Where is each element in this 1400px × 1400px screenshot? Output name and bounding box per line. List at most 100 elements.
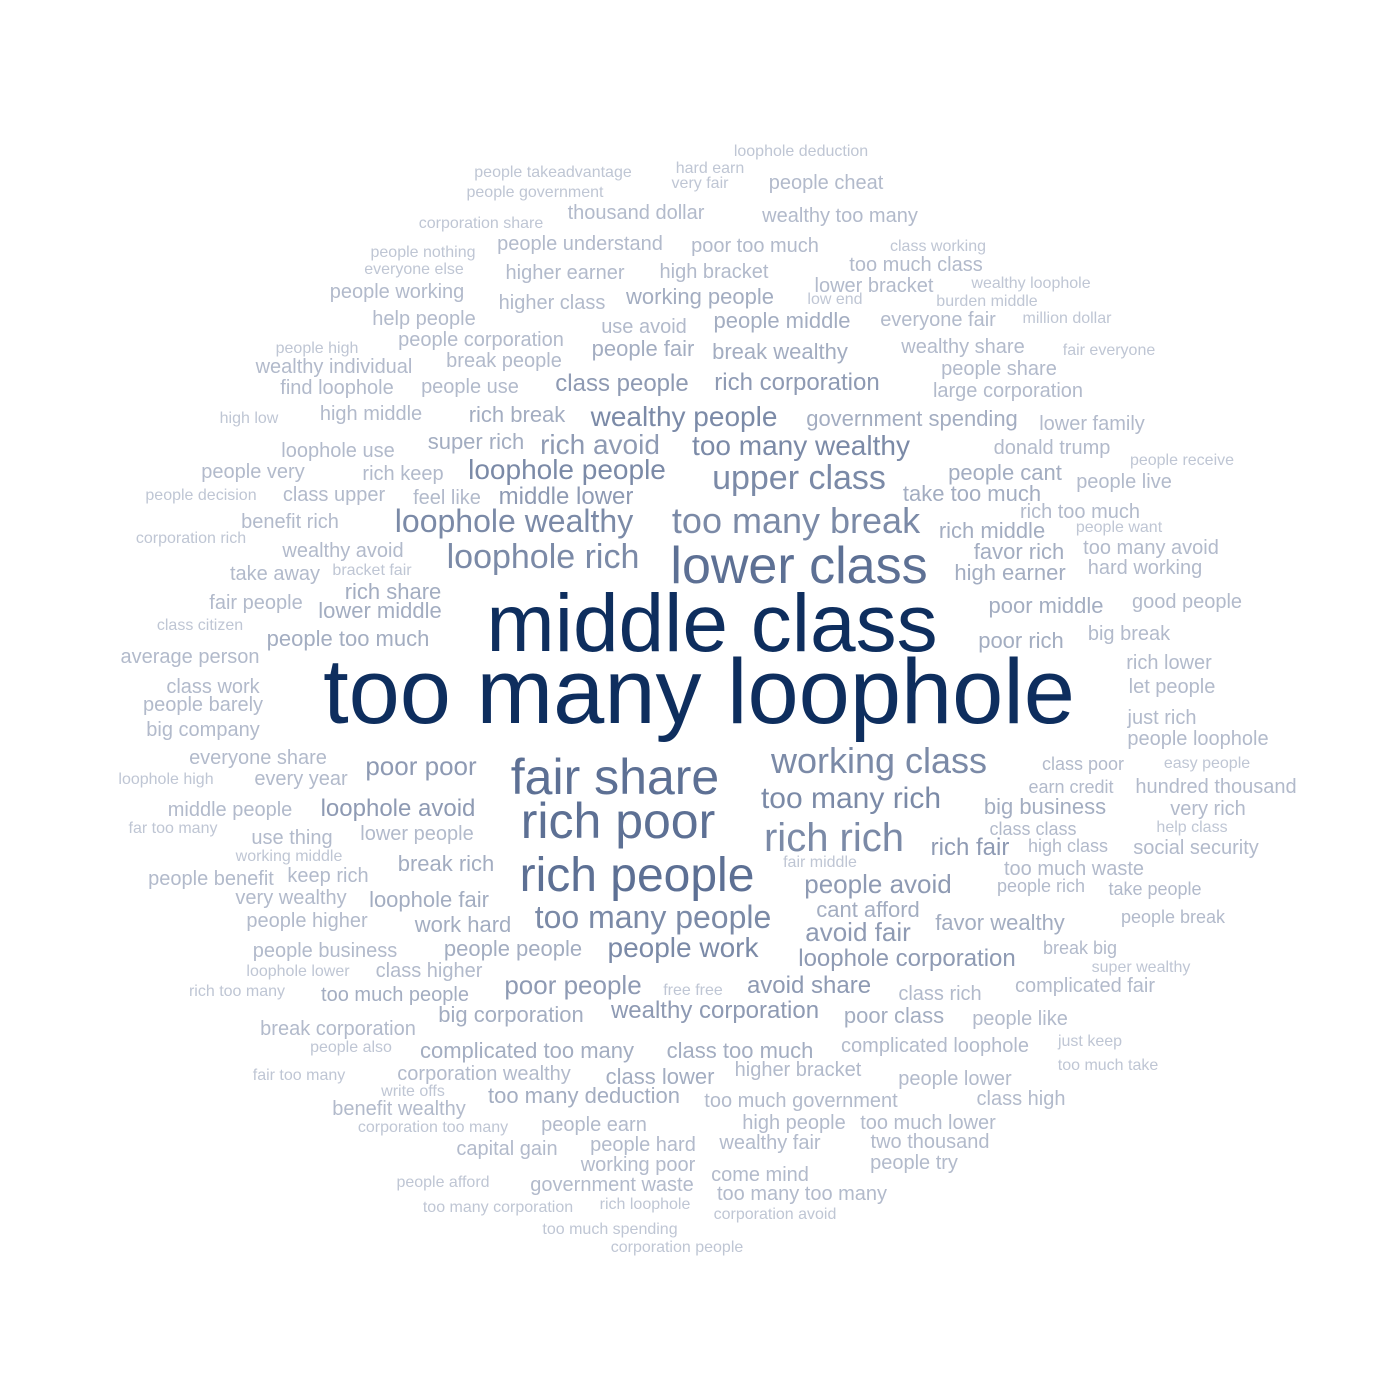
word-too-much-lower: too much lower bbox=[860, 1112, 996, 1134]
word-everyone-else: everyone else bbox=[364, 261, 464, 278]
word-big-break: big break bbox=[1087, 623, 1171, 645]
word-too-much-government: too much government bbox=[704, 1090, 898, 1112]
word-working-middle: working middle bbox=[235, 848, 343, 865]
word-class-higher: class higher bbox=[375, 960, 483, 982]
word-high-low: high low bbox=[219, 410, 279, 427]
word-average-person: average person bbox=[120, 646, 260, 668]
word-rich-people: rich people bbox=[519, 849, 755, 902]
word-fair-too-many: fair too many bbox=[252, 1067, 346, 1084]
word-favor-wealthy: favor wealthy bbox=[935, 910, 1065, 935]
word-class-poor: class poor bbox=[1041, 754, 1125, 774]
word-people-receive: people receive bbox=[1129, 452, 1235, 469]
word-class-lower: class lower bbox=[605, 1064, 715, 1089]
word-middle-class: middle class bbox=[486, 578, 938, 669]
word-big-corporation: big corporation bbox=[438, 1002, 584, 1027]
word-people-like: people like bbox=[972, 1008, 1068, 1030]
word-corporation-wealthy: corporation wealthy bbox=[397, 1063, 571, 1085]
word-poor-class: poor class bbox=[843, 1003, 945, 1028]
word-people-people: people people bbox=[443, 936, 583, 961]
word-people-share: people share bbox=[941, 358, 1057, 380]
word-too-much-take: too much take bbox=[1057, 1057, 1159, 1074]
word-loophole-rich: loophole rich bbox=[446, 538, 640, 576]
word-wealthy-loophole: wealthy loophole bbox=[971, 275, 1091, 292]
word-too-many-too-many: too many too many bbox=[716, 1183, 888, 1205]
word-corporation-too-many: corporation too many bbox=[357, 1119, 509, 1136]
word-fair-share: fair share bbox=[510, 749, 720, 805]
word-complicated-fair: complicated fair bbox=[1014, 975, 1156, 997]
word-class-rich: class rich bbox=[898, 983, 982, 1005]
word-loophole-deduction: loophole deduction bbox=[733, 143, 869, 160]
word-people-fair: people fair bbox=[591, 336, 695, 361]
word-people-benefit: people benefit bbox=[148, 868, 274, 890]
word-people-business: people business bbox=[252, 940, 398, 962]
word-use-thing: use thing bbox=[251, 827, 333, 849]
word-people-too-much: people too much bbox=[266, 626, 430, 651]
word-rich-share: rich share bbox=[344, 579, 442, 604]
word-people-hard: people hard bbox=[590, 1134, 696, 1156]
word-favor-rich: favor rich bbox=[973, 539, 1065, 564]
word-hard-working: hard working bbox=[1087, 557, 1203, 579]
word-earn-credit: earn credit bbox=[1028, 777, 1114, 797]
word-donald-trump: donald trump bbox=[993, 437, 1111, 459]
word-rich-keep: rich keep bbox=[362, 463, 444, 485]
word-wealthy-corporation: wealthy corporation bbox=[610, 997, 820, 1024]
word-let-people: let people bbox=[1128, 676, 1216, 698]
word-big-business: big business bbox=[983, 794, 1107, 819]
word-rich-break: rich break bbox=[468, 402, 566, 427]
word-class-high: class high bbox=[976, 1088, 1066, 1110]
word-loophole-fair: loophole fair bbox=[369, 887, 489, 912]
word-high-earner: high earner bbox=[954, 560, 1066, 585]
word-write-offs: write offs bbox=[381, 1083, 445, 1100]
word-take-too-much: take too much bbox=[902, 481, 1042, 506]
word-break-people: break people bbox=[446, 350, 562, 372]
word-poor-middle: poor middle bbox=[988, 593, 1104, 618]
word-lower-class: lower class bbox=[670, 537, 928, 595]
word-rich-too-much: rich too much bbox=[1019, 501, 1141, 523]
word-people-work: people work bbox=[607, 932, 759, 963]
word-loophole-use: loophole use bbox=[281, 440, 395, 462]
word-working-class: working class bbox=[770, 740, 988, 781]
word-rich-too-many: rich too many bbox=[188, 983, 286, 1000]
word-every-year: every year bbox=[254, 768, 348, 790]
word-poor-people: poor people bbox=[504, 970, 642, 1000]
word-people-use: people use bbox=[421, 376, 519, 398]
word-people-takeadvantage: people takeadvantage bbox=[474, 164, 632, 181]
word-corporation-rich: corporation rich bbox=[135, 530, 247, 547]
word-higher-class: higher class bbox=[498, 292, 606, 314]
word-two-thousand: two thousand bbox=[870, 1131, 990, 1153]
word-benefit-wealthy: benefit wealthy bbox=[332, 1098, 466, 1120]
word-fair-everyone: fair everyone bbox=[1062, 342, 1156, 359]
word-wealthy-individual: wealthy individual bbox=[255, 356, 413, 378]
word-benefit-rich: benefit rich bbox=[241, 511, 339, 533]
word-fair-people: fair people bbox=[209, 592, 303, 614]
word-people-higher: people higher bbox=[246, 910, 368, 932]
word-people-barely: people barely bbox=[142, 694, 264, 716]
word-keep-rich: keep rich bbox=[287, 865, 369, 887]
word-too-many-wealthy: too many wealthy bbox=[692, 430, 910, 461]
word-class-work: class work bbox=[166, 676, 260, 698]
word-people-try: people try bbox=[870, 1152, 958, 1174]
word-big-company: big company bbox=[146, 719, 260, 741]
word-people-earn: people earn bbox=[541, 1114, 647, 1136]
word-government-waste: government waste bbox=[530, 1174, 694, 1196]
word-social-security: social security bbox=[1133, 837, 1259, 859]
word-just-keep: just keep bbox=[1057, 1033, 1123, 1050]
word-too-much-spending: too much spending bbox=[542, 1221, 678, 1238]
word-just-rich: just rich bbox=[1127, 707, 1197, 729]
word-come-mind: come mind bbox=[711, 1164, 809, 1186]
word-people-nothing: people nothing bbox=[370, 244, 476, 261]
word-lower-bracket: lower bracket bbox=[814, 275, 934, 297]
word-too-much-people: too much people bbox=[321, 984, 469, 1006]
word-complicated-too-many: complicated too many bbox=[420, 1038, 634, 1063]
word-wealthy-people: wealthy people bbox=[590, 401, 778, 432]
word-avoid-fair: avoid fair bbox=[805, 917, 911, 947]
word-very-wealthy: very wealthy bbox=[235, 887, 347, 909]
word-rich-middle: rich middle bbox=[938, 518, 1046, 543]
word-people-understand: people understand bbox=[497, 233, 663, 255]
word-working-people: working people bbox=[626, 284, 774, 309]
word-class-people: class people bbox=[555, 370, 689, 397]
word-burden-middle: burden middle bbox=[936, 293, 1038, 310]
word-class-working: class working bbox=[889, 238, 987, 255]
word-poor-poor: poor poor bbox=[365, 751, 477, 781]
